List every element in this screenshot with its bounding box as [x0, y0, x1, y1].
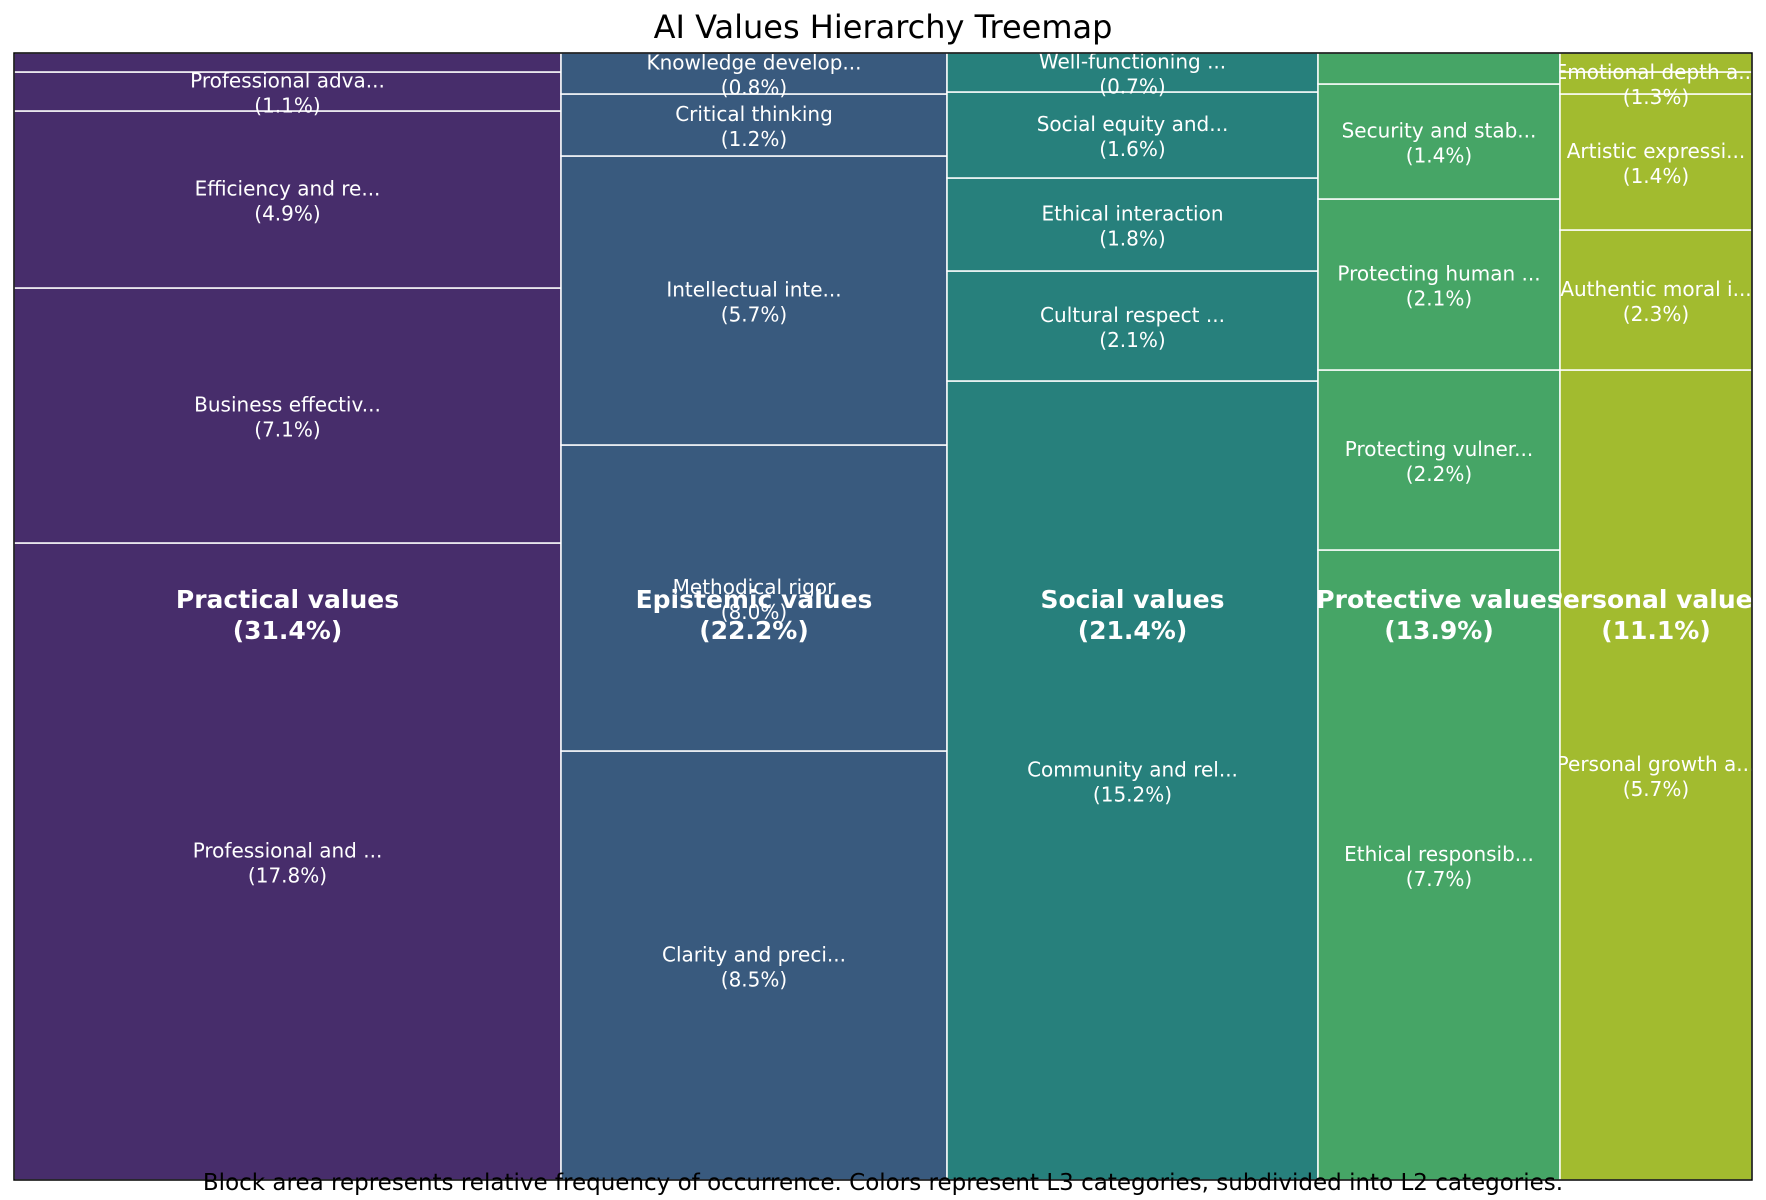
cell-practical-values-3 — [13, 110, 562, 289]
cell-epistemic-values-3 — [560, 155, 948, 446]
subcategory-label: Protecting human ... — [1337, 262, 1540, 286]
category-percent-personal-values: (11.1%) — [1601, 616, 1711, 645]
category-label-personal-values: Personal values — [1545, 585, 1766, 614]
subcategory-percent: (5.7%) — [1623, 777, 1689, 801]
subcategory-label: Ethical responsib... — [1344, 842, 1534, 866]
subcategory-percent: (0.8%) — [721, 76, 787, 100]
subcategory-percent: (1.6%) — [1099, 137, 1165, 161]
subcategory-percent: (7.1%) — [254, 418, 320, 442]
subcategory-label: Emotional depth a... — [1555, 60, 1758, 84]
cell-epistemic-values-1 — [560, 750, 948, 1181]
subcategory-percent: (7.7%) — [1406, 867, 1472, 891]
subcategory-label: Social equity and... — [1037, 112, 1229, 136]
subcategory-label: Intellectual inte... — [666, 278, 841, 302]
category-labels: Practical values(31.4%)Epistemic values(… — [176, 585, 1766, 645]
subcategory-label: Well-functioning ... — [1039, 50, 1226, 74]
subcategory-label: Methodical rigor — [673, 575, 836, 599]
subcategory-label: Cultural respect ... — [1040, 303, 1225, 327]
subcategory-percent: (15.2%) — [1093, 783, 1172, 807]
subcategory-label: Personal growth a... — [1557, 752, 1756, 776]
category-label-epistemic-values: Epistemic values — [636, 585, 873, 614]
category-percent-protective-values: (13.9%) — [1384, 616, 1494, 645]
subcategory-percent: (1.1%) — [254, 94, 320, 118]
subcategory-percent: (0.7%) — [1099, 75, 1165, 99]
subcategory-label: Business effectiv... — [194, 393, 381, 417]
cell-protective-values-5 — [1317, 52, 1561, 85]
category-label-social-values: Social values — [1040, 585, 1224, 614]
cell-personal-values-1 — [1559, 369, 1753, 1181]
cell-protective-values-3 — [1317, 198, 1561, 371]
chart-caption: Block area represents relative frequency… — [202, 1170, 1564, 1196]
cell-social-values-1 — [946, 380, 1319, 1181]
cell-social-values-2 — [946, 270, 1319, 382]
subcategory-percent: (2.1%) — [1099, 328, 1165, 352]
subcategory-label: Critical thinking — [675, 102, 833, 126]
subcategory-percent: (1.4%) — [1406, 144, 1472, 168]
subcategory-label: Authentic moral i... — [1560, 277, 1751, 301]
subcategory-label: Security and stab... — [1342, 119, 1537, 143]
category-label-practical-values: Practical values — [176, 585, 399, 614]
subcategory-label: Protecting vulner... — [1345, 437, 1534, 461]
subcategory-percent: (4.9%) — [254, 202, 320, 226]
subcategory-percent: (8.0%) — [721, 600, 787, 624]
subcategory-percent: (1.3%) — [1623, 85, 1689, 109]
subcategory-label: Artistic expressi... — [1567, 139, 1746, 163]
subcategory-label: Clarity and preci... — [662, 943, 846, 967]
subcategory-percent: (2.1%) — [1406, 287, 1472, 311]
subcategory-percent: (8.5%) — [721, 968, 787, 992]
subcategory-label: Professional adva... — [190, 69, 385, 93]
category-percent-practical-values: (31.4%) — [233, 616, 343, 645]
subcategory-label: Ethical interaction — [1041, 202, 1223, 226]
subcategory-percent: (1.8%) — [1099, 227, 1165, 251]
cell-social-values-4 — [946, 91, 1319, 179]
plot-frame — [13, 52, 1753, 1181]
subcategory-label: Efficiency and re... — [195, 177, 381, 201]
subcategory-percent: (2.3%) — [1623, 302, 1689, 326]
cell-practical-values-1 — [13, 542, 562, 1181]
chart-title: AI Values Hierarchy Treemap — [653, 8, 1113, 46]
treemap-cells — [13, 52, 1753, 1181]
category-percent-epistemic-values: (22.2%) — [699, 616, 809, 645]
cell-epistemic-values-2 — [560, 444, 948, 752]
cell-social-values-5 — [946, 52, 1319, 93]
subcategory-percent: (2.2%) — [1406, 462, 1472, 486]
cell-personal-values-2 — [1559, 229, 1753, 371]
category-percent-social-values: (21.4%) — [1078, 616, 1188, 645]
subcategory-percent: (1.4%) — [1623, 164, 1689, 188]
subcategory-label: Professional and ... — [193, 839, 383, 863]
cell-epistemic-values-4 — [560, 93, 948, 157]
subcategory-label: Community and rel... — [1027, 758, 1238, 782]
cell-practical-values-4 — [13, 71, 562, 112]
subcategory-percent: (17.8%) — [248, 864, 327, 888]
cell-epistemic-values-5 — [560, 52, 948, 95]
subcategory-label: Knowledge develop... — [647, 51, 862, 75]
subcategory-percent: (1.2%) — [721, 127, 787, 151]
category-label-protective-values: Protective values — [1316, 585, 1561, 614]
cell-social-values-3 — [946, 177, 1319, 272]
subcategory-percent: (5.7%) — [721, 303, 787, 327]
subcategory-labels: Professional and ...(17.8%) Business effe… — [190, 50, 1758, 992]
